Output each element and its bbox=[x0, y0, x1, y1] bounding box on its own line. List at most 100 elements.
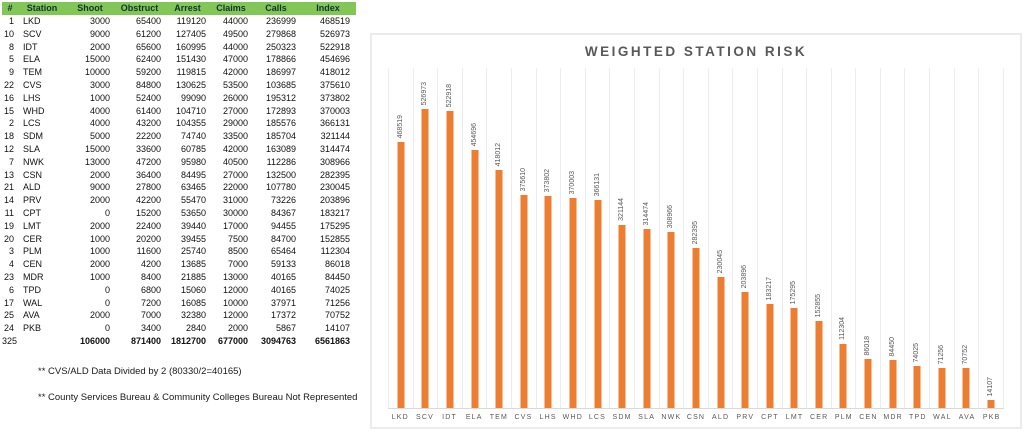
category-label-mdr: MDR bbox=[883, 414, 903, 421]
bar-tpd bbox=[913, 366, 921, 408]
bar-sla bbox=[643, 229, 651, 408]
cell-claims: 17000 bbox=[222, 220, 248, 231]
cell-num: 13 bbox=[3, 169, 14, 180]
chart-title: WEIGHTED STATION RISK bbox=[584, 44, 808, 59]
cell-claims: 49500 bbox=[222, 28, 248, 39]
table-row: 6 TPD 0 6800 15060 12000 40165 74025 bbox=[2, 284, 356, 297]
cell-shoot: 1000 bbox=[89, 233, 110, 244]
bar-csn bbox=[692, 248, 700, 408]
chart-slot-lmt: 175295 bbox=[781, 68, 807, 408]
cell-obstruct: 22200 bbox=[135, 131, 161, 142]
cell-shoot: 1000 bbox=[89, 92, 110, 103]
cell-arrest: 151430 bbox=[175, 54, 206, 65]
total-cell-obstruct: 871400 bbox=[130, 335, 161, 346]
cell-obstruct: 3400 bbox=[140, 323, 161, 334]
category-label-ald: ALD bbox=[712, 414, 730, 421]
column-header-shoot: Shoot bbox=[66, 2, 114, 15]
cell-station: CPT bbox=[23, 207, 41, 218]
cell-num: 22 bbox=[3, 79, 14, 90]
bar-value-label: 375610 bbox=[519, 167, 527, 191]
cell-arrest: 119120 bbox=[176, 16, 206, 26]
chart-slot-ava: 70752 bbox=[953, 68, 979, 408]
bar-value-label: 418012 bbox=[495, 142, 503, 166]
table-row: 17 WAL 0 7200 16085 10000 37971 71256 bbox=[2, 297, 356, 310]
cell-arrest: 16085 bbox=[180, 297, 206, 308]
bar-plm bbox=[839, 344, 847, 408]
category-label-lmt: LMT bbox=[785, 414, 804, 421]
cell-index: 183217 bbox=[319, 207, 350, 218]
table-row: 19 LMT 2000 22400 39440 17000 94455 175295 bbox=[2, 220, 356, 233]
cell-arrest: 2840 bbox=[185, 323, 206, 334]
cell-shoot: 4000 bbox=[89, 105, 110, 116]
table-row: 4 CEN 2000 4200 13685 7000 59133 86018 bbox=[2, 258, 356, 271]
cell-obstruct: 20200 bbox=[135, 233, 161, 244]
cell-calls: 279868 bbox=[265, 28, 296, 39]
cell-obstruct: 11600 bbox=[136, 246, 161, 257]
bar-lhs bbox=[544, 196, 552, 408]
cell-claims: 53500 bbox=[222, 79, 248, 90]
cell-arrest: 95980 bbox=[180, 156, 206, 167]
column-header-index: Index bbox=[300, 2, 356, 15]
total-cell-claims: 677000 bbox=[217, 335, 248, 346]
column-header-calls: Calls bbox=[252, 2, 300, 15]
category-label-lhs: LHS bbox=[539, 414, 557, 421]
cell-shoot: 2000 bbox=[89, 259, 110, 270]
cell-shoot: 10000 bbox=[84, 67, 110, 78]
cell-station: CVS bbox=[23, 79, 42, 90]
cell-station: CEN bbox=[23, 259, 43, 270]
cell-calls: 37971 bbox=[270, 297, 296, 308]
cell-arrest: 39455 bbox=[180, 233, 206, 244]
total-cell-calls: 3094763 bbox=[260, 335, 296, 346]
cell-claims: 44000 bbox=[222, 41, 248, 52]
cell-calls: 17372 bbox=[270, 310, 296, 321]
cell-arrest: 21885 bbox=[180, 271, 206, 282]
cell-shoot: 9000 bbox=[89, 28, 110, 39]
cell-obstruct: 43200 bbox=[135, 118, 161, 129]
cell-shoot: 0 bbox=[104, 207, 110, 218]
cell-shoot: 15000 bbox=[84, 143, 110, 154]
cell-arrest: 63465 bbox=[180, 182, 206, 193]
chart-slot-ald: 230045 bbox=[707, 68, 733, 408]
category-label-csn: CSN bbox=[686, 414, 706, 421]
bar-value-label: 468519 bbox=[396, 114, 404, 138]
cell-arrest: 104355 bbox=[175, 118, 206, 129]
cell-index: 373802 bbox=[319, 92, 350, 103]
cell-station: CSN bbox=[23, 169, 43, 180]
cell-station: LKD bbox=[23, 16, 41, 26]
category-label-sla: SLA bbox=[638, 414, 656, 421]
cell-obstruct: 65600 bbox=[135, 41, 161, 52]
total-cell-num: 325 bbox=[2, 335, 18, 346]
bar-value-label: 526973 bbox=[421, 81, 429, 105]
table-row: 24 PKB 0 3400 2840 2000 5867 14107 bbox=[2, 322, 356, 335]
cell-index: 468519 bbox=[319, 16, 350, 26]
cell-shoot: 0 bbox=[104, 284, 110, 295]
cell-index: 14107 bbox=[324, 323, 350, 334]
bar-lmt bbox=[790, 308, 798, 408]
column-header-num: # bbox=[2, 2, 18, 15]
cell-arrest: 32380 bbox=[180, 310, 206, 321]
cell-index: 152855 bbox=[319, 233, 350, 244]
cell-claims: 30000 bbox=[222, 207, 248, 218]
cell-calls: 40165 bbox=[270, 271, 296, 282]
cell-shoot: 3000 bbox=[89, 79, 110, 90]
chart-slot-pkb: 14107 bbox=[978, 68, 1004, 408]
cell-claims: 27000 bbox=[222, 169, 248, 180]
cell-num: 8 bbox=[8, 41, 14, 52]
table-row: 10 SCV 9000 61200 127405 49500 279868 526973 bbox=[2, 28, 356, 41]
cell-num: 25 bbox=[3, 310, 14, 321]
cell-index: 86018 bbox=[324, 259, 350, 270]
column-header-station: Station bbox=[18, 2, 66, 15]
cell-calls: 40165 bbox=[270, 284, 296, 295]
cell-index: 70752 bbox=[324, 310, 350, 321]
table-row: 7 NWK 13000 47200 95980 40500 112286 308966 bbox=[2, 156, 356, 169]
bar-value-label: 14107 bbox=[987, 376, 995, 396]
cell-station: SCV bbox=[23, 28, 42, 39]
category-label-lkd: LKD bbox=[391, 414, 409, 421]
cell-index: 175295 bbox=[319, 220, 350, 231]
category-label-cer: CER bbox=[810, 414, 829, 421]
cell-claims: 2000 bbox=[227, 323, 248, 334]
cell-arrest: 99090 bbox=[180, 92, 206, 103]
bar-lcs bbox=[594, 200, 602, 408]
category-label-tem: TEM bbox=[489, 414, 509, 421]
cell-arrest: 53650 bbox=[180, 207, 206, 218]
